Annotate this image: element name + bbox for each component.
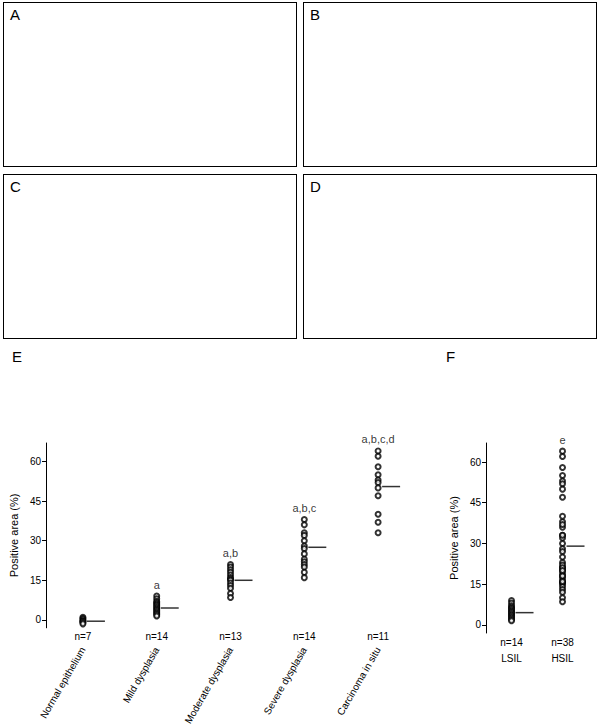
svg-text:n=13: n=13 [219,631,242,642]
svg-text:n=7: n=7 [74,631,91,642]
svg-text:Moderate dysplasia: Moderate dysplasia [182,645,235,726]
svg-text:Positive area (%): Positive area (%) [448,496,460,580]
svg-text:45: 45 [30,496,42,507]
svg-text:n=14: n=14 [145,631,168,642]
svg-text:LSIL: LSIL [501,653,522,664]
svg-text:60: 60 [470,457,482,468]
svg-text:30: 30 [30,535,42,546]
svg-text:a,b,c,d: a,b,c,d [362,433,395,445]
svg-text:Normal epithelium: Normal epithelium [38,645,88,720]
svg-text:a: a [154,579,161,591]
html-text:C: C [10,178,21,195]
html-text:D: D [310,178,321,195]
html-text:E: E [12,348,22,365]
svg-text:HSIL: HSIL [551,653,574,664]
svg-text:n=14: n=14 [293,631,316,642]
svg-text:e: e [559,434,565,446]
svg-text:n=11: n=11 [367,631,389,642]
svg-text:15: 15 [30,575,42,586]
svg-text:Positive area (%): Positive area (%) [8,494,20,578]
html-text:A: A [10,6,20,23]
svg-text:15: 15 [470,579,482,590]
html-text:F: F [446,348,456,365]
svg-text:0: 0 [35,614,41,625]
svg-text:30: 30 [470,538,482,549]
svg-text:0: 0 [475,619,481,630]
svg-text:n=38: n=38 [551,637,574,648]
svg-text:Severe dysplasia: Severe dysplasia [262,645,310,717]
svg-text:a,b: a,b [223,547,238,559]
svg-text:Carcinoma in situ: Carcinoma in situ [335,645,383,717]
svg-text:n=14: n=14 [500,637,523,648]
html-text:B: B [310,6,320,23]
svg-text:Mild dysplasia: Mild dysplasia [121,645,162,705]
svg-text:60: 60 [30,456,42,467]
svg-text:45: 45 [470,497,482,508]
svg-text:a,b,c: a,b,c [292,502,316,514]
